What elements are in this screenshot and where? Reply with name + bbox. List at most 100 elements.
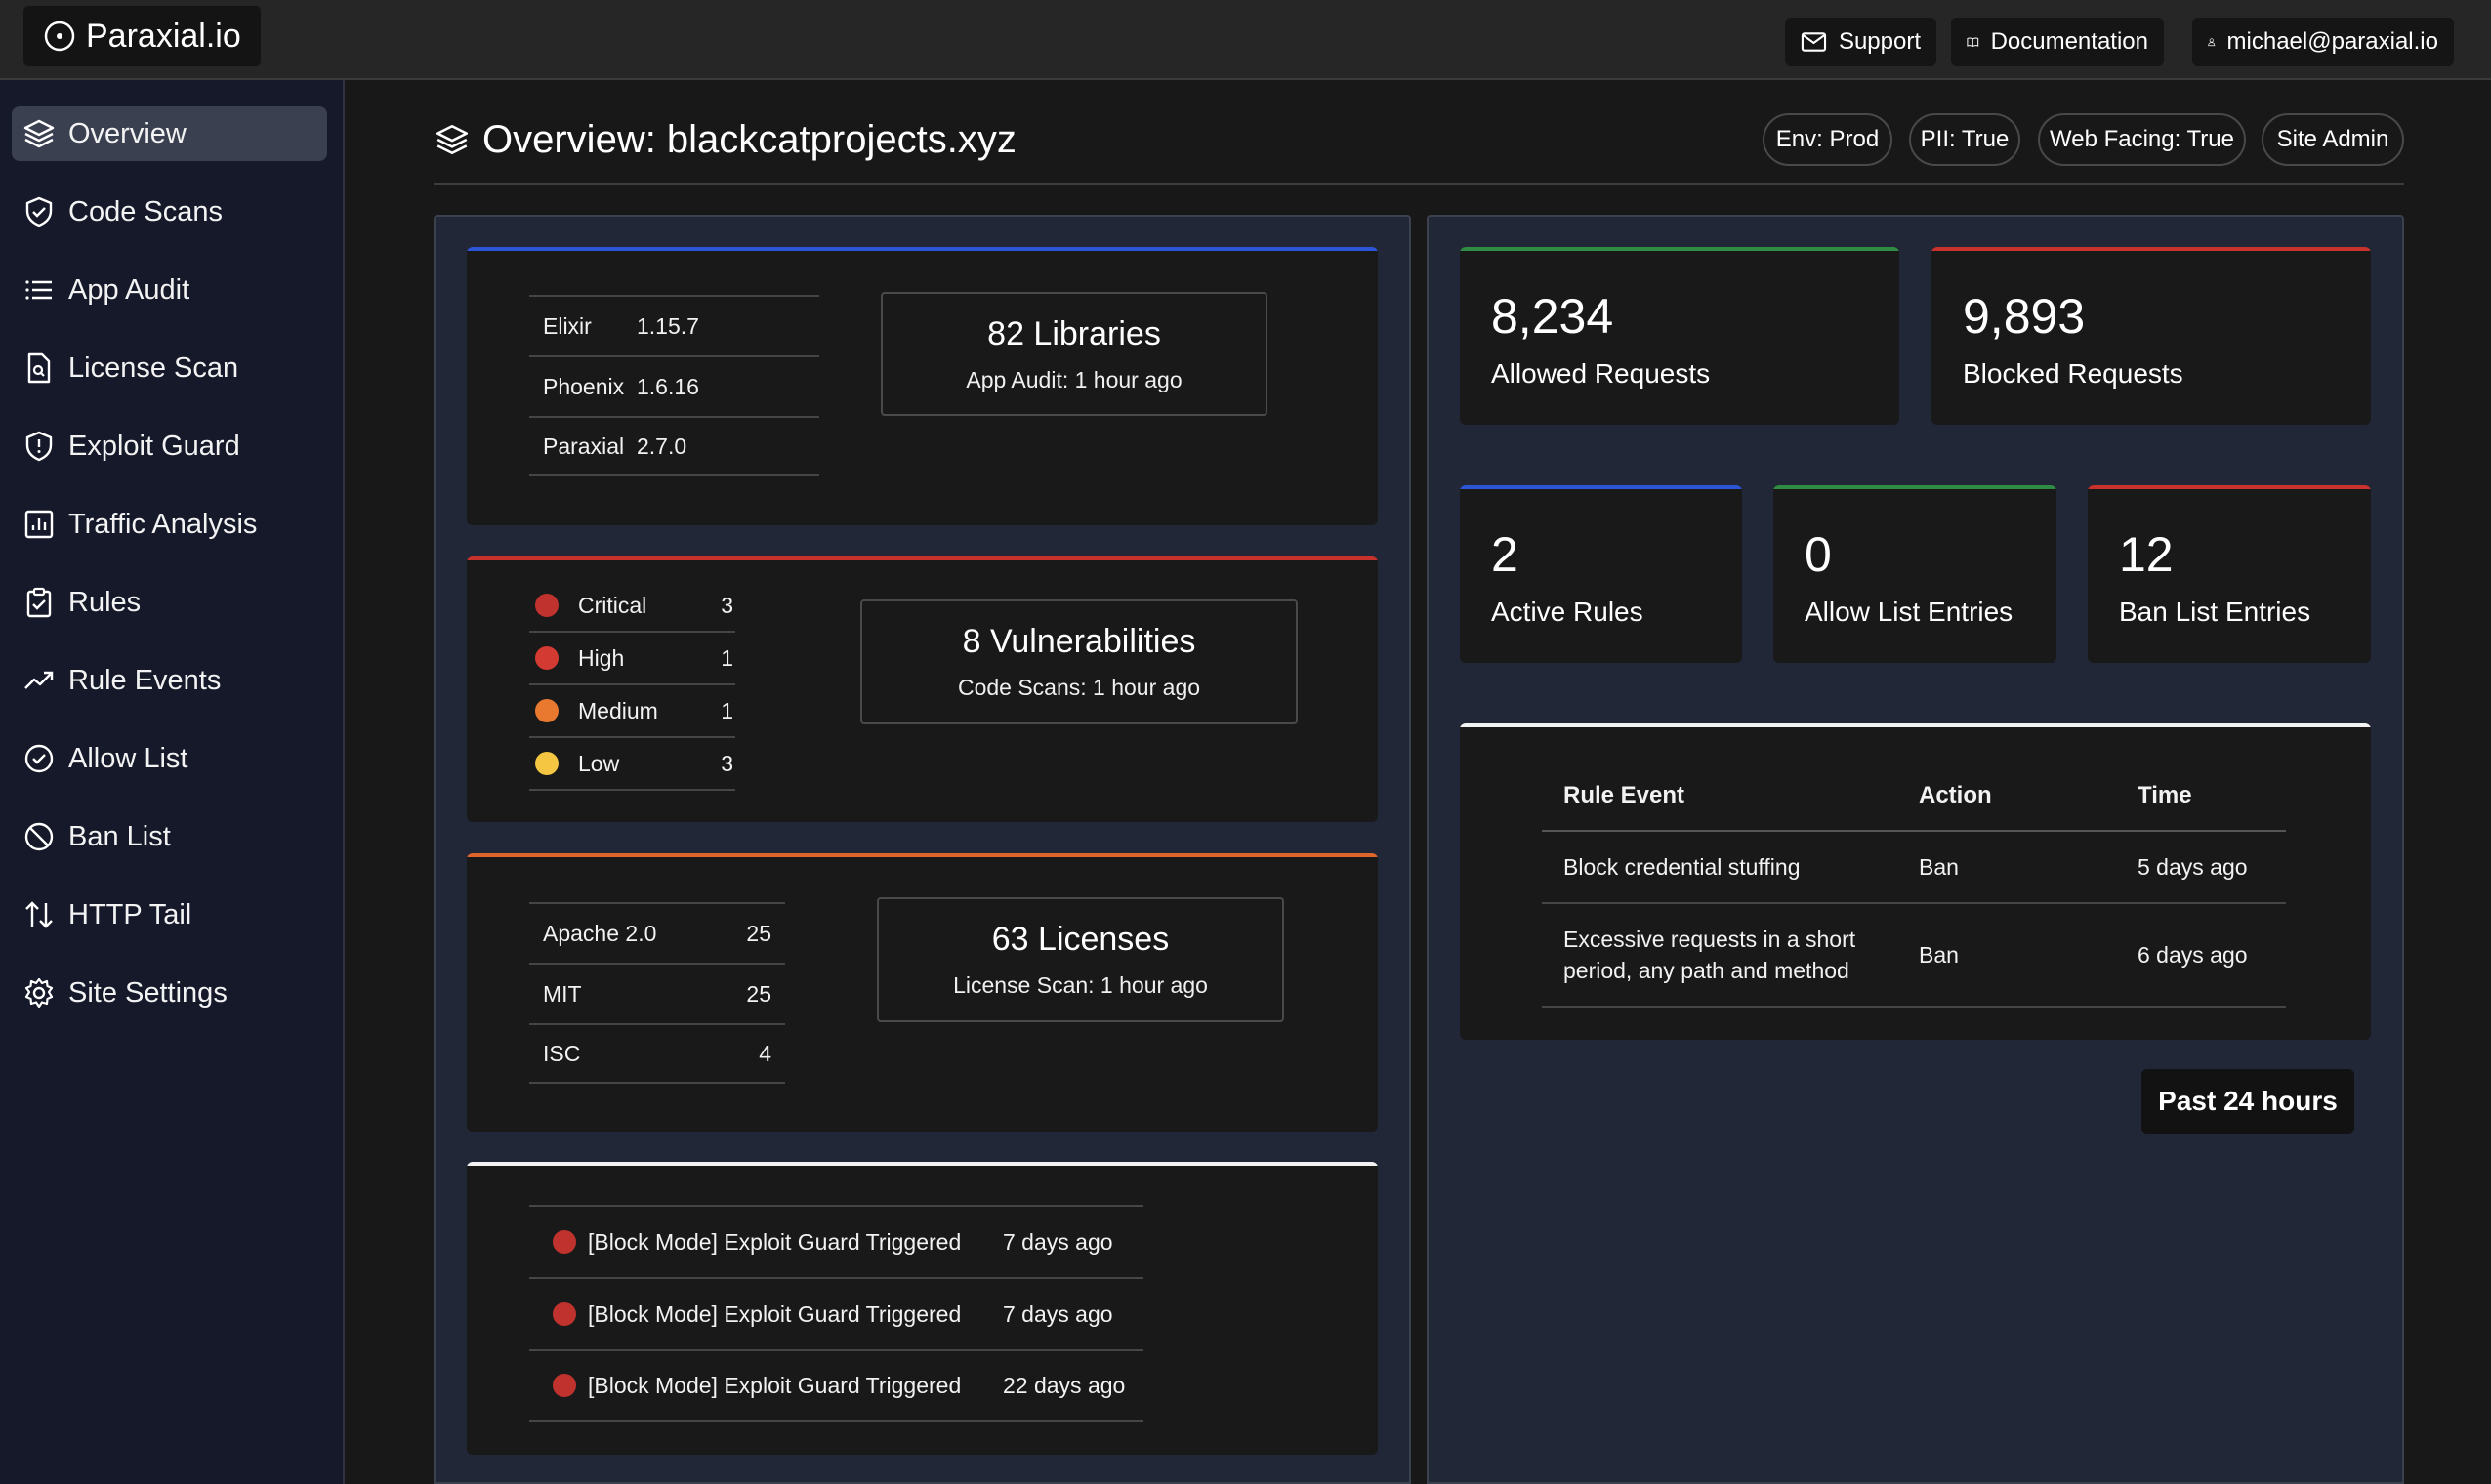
version-value: 1.15.7 [637,312,699,339]
sidebar-item-site-settings[interactable]: Site Settings [12,966,327,1020]
severity-dot-icon [535,752,559,775]
layers-icon [23,119,55,148]
license-name: ISC [543,1040,581,1066]
trending-up-icon [24,671,54,689]
sidebar-item-allow-list[interactable]: Allow List [12,731,327,786]
severity-count: 3 [721,592,733,618]
ban-list-entries-card[interactable]: 12 Ban List Entries [2088,485,2371,663]
event-dot-icon [553,1230,576,1254]
exploit-events-table: [Block Mode] Exploit Guard Triggered 7 da… [529,1205,1143,1422]
code-scans-time: Code Scans: 1 hour ago [957,675,1201,700]
licenses-summary[interactable]: 63 Licenses License Scan: 1 hour ago [877,897,1284,1022]
licenses-card [467,853,1378,1132]
severity-dot-icon [535,646,559,670]
version-value: 1.6.16 [637,373,699,399]
rule-events-table: Rule Event Action Time Block credential … [1542,762,2286,1008]
allow-list-entries-card[interactable]: 0 Allow List Entries [1773,485,2056,663]
table-row: MIT 25 [529,963,785,1023]
tag-web-facing[interactable]: Web Facing: True [2038,113,2246,166]
ban-list-entries-label: Ban List Entries [2119,597,2311,627]
column-header-action[interactable]: Action [1919,782,1992,808]
active-rules-card[interactable]: 2 Active Rules [1460,485,1742,663]
clipboard-check-icon [26,587,52,618]
licenses-count: 63 Licenses [991,921,1170,958]
tag-env[interactable]: Env: Prod [1763,113,1892,166]
severity-count: 1 [721,697,733,723]
blocked-requests-card[interactable]: 9,893 Blocked Requests [1931,247,2371,425]
allowed-requests-label: Allowed Requests [1491,358,1711,389]
version-name: Elixir [543,312,592,339]
layers-icon [436,125,469,154]
card-accent [467,1162,1378,1166]
no-symbol-icon [24,822,54,851]
sidebar-item-http-tail[interactable]: HTTP Tail [12,887,327,942]
card-accent [467,853,1378,857]
sidebar-item-exploit-guard[interactable]: Exploit Guard [12,419,327,474]
table-row[interactable]: [Block Mode] Exploit Guard Triggered 22 d… [529,1349,1143,1422]
sidebar-item-rule-events[interactable]: Rule Events [12,653,327,708]
arrows-up-down-icon [25,901,53,928]
license-count: 25 [746,920,771,946]
sidebar-item-app-audit[interactable]: App Audit [12,263,327,317]
sidebar-item-ban-list[interactable]: Ban List [12,809,327,864]
rule-events-card [1460,723,2371,1040]
sidebar-item-overview[interactable]: Overview [12,106,327,161]
table-row: Medium 1 [529,685,735,738]
tag-pii[interactable]: PII: True [1909,113,2020,166]
mail-icon [1801,32,1827,52]
event-dot-icon [553,1302,576,1326]
severity-label: Low [578,750,620,776]
sidebar-item-traffic-analysis[interactable]: Traffic Analysis [12,497,327,552]
license-count: 4 [759,1040,771,1066]
table-row[interactable]: Block credential stuffing Ban 5 days ago [1542,832,2286,904]
table-row: Low 3 [529,738,735,791]
table-row[interactable]: [Block Mode] Exploit Guard Triggered 7 da… [529,1205,1143,1277]
allowed-requests-card[interactable]: 8,234 Allowed Requests [1460,247,1899,425]
account-label: michael@paraxial.io [2226,28,2438,55]
blocked-requests-label: Blocked Requests [1963,358,2183,389]
libraries-summary[interactable]: 82 Libraries App Audit: 1 hour ago [881,292,1267,416]
allow-list-entries-value: 0 [1805,527,1832,582]
version-value: 2.7.0 [637,433,687,459]
card-accent [1931,247,2371,251]
column-header-rule-event[interactable]: Rule Event [1563,782,1685,808]
table-row: High 1 [529,633,735,685]
title-divider [434,183,2404,185]
brand-logo[interactable]: Paraxial.io [23,6,261,66]
vulnerabilities-count: 8 Vulnerabilities [962,623,1196,660]
check-circle-icon [24,744,54,773]
documentation-label: Documentation [1990,28,2148,55]
event-dot-icon [553,1374,576,1397]
vulnerabilities-summary[interactable]: 8 Vulnerabilities Code Scans: 1 hour ago [860,599,1298,724]
table-row[interactable]: Excessive requests in a short period, an… [1542,904,2286,1008]
severity-label: Medium [578,697,658,723]
card-accent [2088,485,2371,489]
sidebar-item-label: Allow List [68,742,188,774]
rule-event-name: Block credential stuffing [1563,853,1801,880]
time-range-button[interactable]: Past 24 hours [2141,1069,2354,1134]
account-button[interactable]: michael@paraxial.io [2192,18,2454,66]
documentation-button[interactable]: Documentation [1951,18,2164,66]
card-accent [1773,485,2056,489]
table-header: Rule Event Action Time [1542,762,2286,832]
table-row[interactable]: [Block Mode] Exploit Guard Triggered 7 da… [529,1277,1143,1349]
blocked-requests-value: 9,893 [1963,289,2086,344]
sidebar-item-rules[interactable]: Rules [12,575,327,630]
shield-check-icon [25,196,53,227]
support-button[interactable]: Support [1785,18,1936,66]
table-row: Apache 2.0 25 [529,902,785,963]
tag-site-admin[interactable]: Site Admin [2262,113,2404,166]
sidebar-item-label: App Audit [68,273,190,306]
gear-icon [24,977,54,1009]
severity-count: 1 [721,644,733,671]
book-icon [1967,37,1979,48]
allowed-requests-value: 8,234 [1491,289,1614,344]
top-bar: Paraxial.io Support Documentation michae… [0,0,2491,80]
sidebar-item-code-scans[interactable]: Code Scans [12,185,327,239]
sidebar-item-label: License Scan [68,351,239,384]
user-icon [2208,38,2216,47]
card-accent [1460,485,1742,489]
rule-event-action: Ban [1919,853,1959,880]
column-header-time[interactable]: Time [2138,782,2192,808]
sidebar-item-license-scan[interactable]: License Scan [12,341,327,395]
